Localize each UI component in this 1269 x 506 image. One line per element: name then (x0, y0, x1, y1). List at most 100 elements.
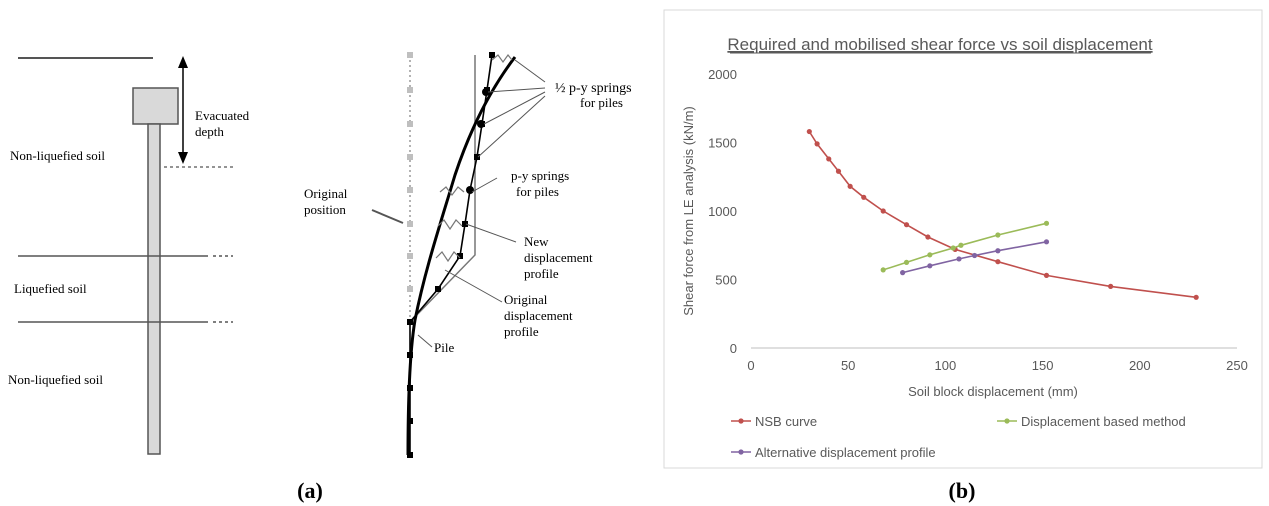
data-point (995, 248, 1001, 254)
spring-mid-2 (437, 219, 463, 231)
pile-node (477, 120, 485, 128)
pile-shaft (147, 123, 161, 455)
leader-new-profile (465, 223, 517, 243)
original-node (407, 121, 413, 127)
arrow-head-up (178, 56, 188, 68)
data-point (925, 234, 931, 240)
original-node (407, 87, 413, 93)
original-node (407, 221, 413, 227)
original-node (407, 187, 413, 193)
data-point (927, 252, 933, 258)
data-point (971, 252, 978, 259)
original-node (407, 253, 413, 259)
new-profile-node (462, 221, 468, 227)
x-tick-label: 100 (935, 358, 957, 373)
new-profile-node (407, 319, 413, 325)
data-point (903, 259, 910, 265)
original-node (407, 154, 413, 160)
springs-label-1: p-y springs (511, 168, 569, 183)
new-profile-node (474, 154, 480, 160)
chart-panel: Required and mobilised shear force vs so… (663, 9, 1263, 469)
new-profile-node (457, 253, 463, 259)
data-point (861, 194, 867, 200)
new-profile-label-3: profile (524, 266, 559, 281)
x-axis-label: Soil block displacement (mm) (908, 384, 1078, 399)
data-point (995, 259, 1001, 265)
data-point (814, 141, 820, 147)
new-profile-node (435, 286, 441, 292)
half-springs-label-1: ½ p-y springs (555, 81, 632, 96)
y-tick-label: 500 (715, 273, 737, 288)
leader-springs (471, 177, 498, 193)
legend-swatch-marker (738, 449, 744, 455)
evacuated-depth-label-2: depth (195, 124, 224, 139)
arrow-head-down (178, 152, 188, 164)
legend-label: Displacement based method (1021, 414, 1186, 429)
y-tick-label: 1500 (708, 136, 737, 151)
data-point (950, 245, 956, 251)
original-nodes (407, 52, 413, 292)
leader-half-springs-1 (514, 59, 546, 83)
data-point (900, 270, 906, 276)
pile-cap (132, 87, 179, 125)
pile-deflected-shape (406, 56, 517, 456)
panel-b-label: (b) (949, 478, 976, 503)
new-profile-node (489, 52, 495, 58)
original-node (407, 52, 413, 58)
spring-mid-1 (439, 186, 465, 196)
leader-original-position (371, 209, 404, 224)
x-tick-label: 150 (1032, 358, 1054, 373)
spring-top (491, 54, 513, 64)
data-point (995, 232, 1001, 238)
data-point (958, 242, 964, 248)
pile-node (482, 88, 490, 96)
original-node (407, 286, 413, 292)
data-point (1043, 220, 1050, 226)
data-point (826, 156, 832, 162)
legend-swatch-marker (1004, 418, 1010, 424)
leader-half-springs-3 (483, 91, 546, 125)
x-tick-label: 250 (1226, 358, 1248, 373)
new-profile-node (407, 452, 413, 458)
pile-label: Pile (434, 340, 454, 355)
soil-label-top: Non-liquefied soil (10, 148, 105, 163)
series-line (902, 241, 1047, 274)
data-point (806, 128, 812, 135)
spring-mid-3 (435, 251, 461, 263)
orig-profile-label-3: profile (504, 324, 539, 339)
x-tick-label: 200 (1129, 358, 1151, 373)
data-point (956, 256, 962, 262)
legend-label: Alternative displacement profile (755, 445, 936, 460)
x-tick-label: 50 (841, 358, 855, 373)
data-point (1108, 283, 1114, 289)
data-point (880, 267, 886, 273)
orig-profile-label-2: displacement (504, 308, 573, 323)
data-point (847, 183, 853, 189)
pile-node (466, 186, 474, 194)
new-profile-label-2: displacement (524, 250, 593, 265)
data-point (903, 222, 910, 228)
orig-profile-label-1: Original (504, 292, 548, 307)
data-point (927, 263, 933, 269)
data-point (880, 208, 886, 214)
py-model-diagram: ½ p-y springs for piles p-y springs for … (304, 52, 632, 458)
panel-a-label: (a) (297, 478, 323, 503)
chart-series (806, 128, 1199, 300)
y-tick-label: 2000 (708, 67, 737, 82)
data-point (1043, 239, 1050, 245)
x-tick-label: 0 (747, 358, 754, 373)
new-profile-node (407, 418, 413, 424)
y-tick-label: 1000 (708, 204, 737, 219)
data-point (1193, 294, 1199, 300)
chart-legend: NSB curve Displacement based method Altern… (731, 414, 1186, 460)
soil-label-bottom: Non-liquefied soil (8, 372, 103, 387)
springs-label-2: for piles (516, 184, 559, 199)
y-axis-label: Shear force from LE analysis (kN/m) (681, 106, 696, 316)
soil-label-liquefied: Liquefied soil (14, 281, 87, 296)
legend-swatch-marker (738, 418, 744, 424)
data-point (835, 168, 842, 174)
original-position-label-1: Original (304, 186, 348, 201)
leader-original-profile (444, 269, 503, 303)
data-point (1043, 272, 1050, 278)
